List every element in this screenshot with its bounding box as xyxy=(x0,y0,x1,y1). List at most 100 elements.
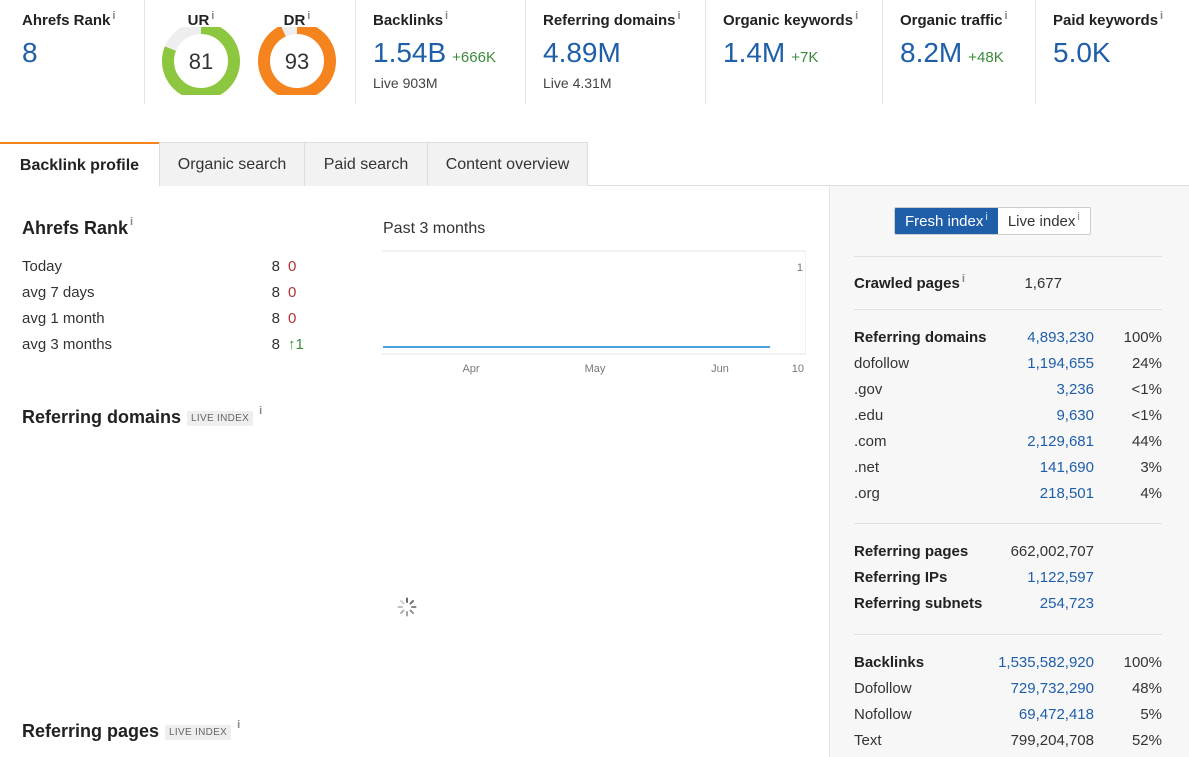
referring-pages-section-title: Referring pages LIVE INDEX i xyxy=(22,719,241,742)
ref-pages-row-label: Referring IPs xyxy=(854,569,948,586)
backlinks-row-pct: 100% xyxy=(1123,654,1162,671)
ref-pages-row-value[interactable]: 254,723 xyxy=(1039,595,1094,612)
info-icon[interactable]: i xyxy=(961,273,965,285)
ref-domains-row-pct: <1% xyxy=(1131,381,1162,398)
ref-domains-row-value[interactable]: 4,893,230 xyxy=(1027,329,1094,346)
organic-keywords-value-row: 1.4M +7K xyxy=(723,37,882,69)
info-icon[interactable]: i xyxy=(130,216,134,228)
info-icon[interactable]: i xyxy=(211,10,215,22)
info-icon[interactable]: i xyxy=(1004,10,1008,22)
rank-row-value: 8 xyxy=(271,336,280,353)
dr-gauge[interactable]: DR i 93 xyxy=(257,10,337,95)
referring-pages-section-title-text: Referring pages xyxy=(22,721,160,741)
dr-donut-arc xyxy=(258,27,336,95)
referring-domains-metric: Referring domains i 4.89M Live 4.31M xyxy=(526,0,706,104)
backlinks-breakdown: Backlinks 1,535,582,920 100% Dofollow 729,7… xyxy=(854,654,1162,757)
x-tick-label: Apr xyxy=(462,363,479,375)
backlinks-row-label: Nofollow xyxy=(854,706,912,723)
ur-donut: 81 xyxy=(162,27,240,95)
ref-domains-row-pct: 100% xyxy=(1123,329,1162,346)
ref-domains-row-pct: 44% xyxy=(1131,433,1162,450)
tab-content-overview[interactable]: Content overview xyxy=(427,142,588,186)
referring-pages-breakdown: Referring pages 662,002,707 Referring IPs… xyxy=(854,543,1162,621)
backlinks-row-value[interactable]: 1,535,582,920 xyxy=(998,654,1094,671)
table-row: Nofollow 69,472,418 5% xyxy=(854,706,1162,732)
organic-keywords-metric: Organic keywords i 1.4M +7K xyxy=(706,0,883,104)
info-icon[interactable]: i xyxy=(1077,211,1080,223)
referring-domains-section-title-text: Referring domains xyxy=(22,407,182,427)
fresh-index-button[interactable]: Fresh index i xyxy=(895,208,998,234)
fresh-index-label: Fresh index xyxy=(905,213,984,230)
organic-traffic-value[interactable]: 8.2M xyxy=(900,37,963,68)
ref-pages-row-value[interactable]: 1,122,597 xyxy=(1027,569,1094,586)
rank-row-label: Today xyxy=(22,258,63,275)
backlinks-delta: +666K xyxy=(452,49,496,66)
chart-svg[interactable]: 1 10 Apr May Jun xyxy=(382,218,806,378)
referring-domains-breakdown: Referring domains 4,893,230 100% dofollow 1… xyxy=(854,329,1162,511)
crawled-pages-label: Crawled pages i xyxy=(854,273,965,292)
rank-row-value: 8 xyxy=(271,284,280,301)
index-toggle: Fresh index i Live index i xyxy=(894,207,1091,235)
rank-row-label: avg 7 days xyxy=(22,284,95,301)
info-icon[interactable]: i xyxy=(677,10,681,22)
ur-value: 81 xyxy=(189,49,213,74)
ref-domains-row-value[interactable]: 2,129,681 xyxy=(1027,433,1094,450)
dr-value: 93 xyxy=(285,49,309,74)
crawled-pages-label-text: Crawled pages xyxy=(854,275,960,292)
ref-domains-row-value[interactable]: 141,690 xyxy=(1039,459,1094,476)
rank-row-label: avg 3 months xyxy=(22,336,113,353)
info-icon[interactable]: i xyxy=(985,211,988,223)
ref-domains-row-label: .edu xyxy=(854,407,884,424)
ref-domains-row-value[interactable]: 9,630 xyxy=(1056,407,1094,424)
info-icon[interactable]: i xyxy=(112,10,116,22)
tab-organic-search[interactable]: Organic search xyxy=(159,142,305,186)
organic-traffic-value-row: 8.2M +48K xyxy=(900,37,1035,69)
ref-domains-row-pct: 4% xyxy=(1140,485,1162,502)
dr-donut: 93 xyxy=(258,27,336,95)
info-icon[interactable]: i xyxy=(237,719,241,731)
backlinks-value[interactable]: 1.54B xyxy=(373,37,447,68)
ref-domains-row-label: .net xyxy=(854,459,880,476)
ahrefs-rank-metric: Ahrefs Rank i 8 xyxy=(0,0,145,104)
table-row: .com 2,129,681 44% xyxy=(854,433,1162,459)
ref-domains-row-label: Referring domains xyxy=(854,329,987,346)
backlinks-row-label: Dofollow xyxy=(854,680,912,697)
organic-traffic-delta: +48K xyxy=(968,49,1004,66)
info-icon[interactable]: i xyxy=(307,10,311,22)
backlinks-row-value[interactable]: 729,732,290 xyxy=(1010,680,1094,697)
ahrefs-rank-value[interactable]: 8 xyxy=(22,37,38,68)
backlinks-row-value[interactable]: 69,472,418 xyxy=(1018,706,1094,723)
ref-domains-row-value[interactable]: 3,236 xyxy=(1056,381,1094,398)
ur-donut-arc xyxy=(162,27,240,95)
paid-keywords-label-text: Paid keywords xyxy=(1053,12,1159,29)
backlinks-row-label: Backlinks xyxy=(854,654,925,671)
live-index-button[interactable]: Live index i xyxy=(997,208,1090,234)
table-row: Today 8 0 xyxy=(22,258,312,284)
backlinks-live: Live 903M xyxy=(373,75,438,91)
ref-domains-row-value[interactable]: 218,501 xyxy=(1039,485,1094,502)
table-row: .net 141,690 3% xyxy=(854,459,1162,485)
ref-domains-row-label: dofollow xyxy=(854,355,910,372)
paid-keywords-value[interactable]: 5.0K xyxy=(1053,37,1111,68)
crawled-pages-row: Crawled pages i 1,677 xyxy=(854,273,1162,301)
summary-panel: Fresh index i Live index i Crawled pages i … xyxy=(829,186,1189,757)
tab-backlink-profile[interactable]: Backlink profile xyxy=(0,142,159,187)
tab-paid-search[interactable]: Paid search xyxy=(304,142,428,186)
divider xyxy=(854,309,1162,310)
ref-domains-row-label: .org xyxy=(854,485,880,502)
info-icon[interactable]: i xyxy=(259,405,263,417)
info-icon[interactable]: i xyxy=(445,10,449,22)
backlinks-row-pct: 48% xyxy=(1131,680,1162,697)
info-icon[interactable]: i xyxy=(855,10,859,22)
referring-domains-value[interactable]: 4.89M xyxy=(543,37,621,68)
organic-keywords-value[interactable]: 1.4M xyxy=(723,37,786,68)
rank-row-delta: 0 xyxy=(288,310,297,327)
info-icon[interactable]: i xyxy=(1160,10,1164,22)
ur-gauge[interactable]: UR i 81 xyxy=(161,10,241,95)
ahrefs-rank-section-title-text: Ahrefs Rank xyxy=(22,218,129,238)
x-tick-label: May xyxy=(585,363,606,375)
ref-domains-row-value[interactable]: 1,194,655 xyxy=(1027,355,1094,372)
ref-domains-row-pct: 3% xyxy=(1140,459,1162,476)
paid-keywords-metric: Paid keywords i 5.0K xyxy=(1036,0,1189,104)
dr-label-text: DR xyxy=(283,12,306,29)
